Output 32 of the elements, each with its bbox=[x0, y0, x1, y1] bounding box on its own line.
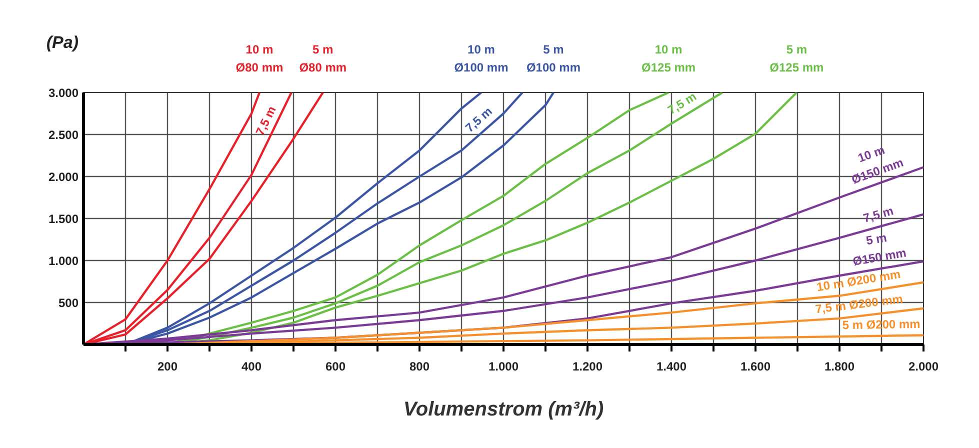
x-tick-label: 400 bbox=[241, 360, 262, 374]
x-tick-label: 200 bbox=[157, 360, 178, 374]
annotation: 5 m Ø125 mm bbox=[770, 42, 824, 74]
y-tick-label: 3.000 bbox=[48, 86, 79, 100]
annotation: 7,5 m bbox=[862, 204, 895, 226]
annotation: 7,5 m Ø200 mm bbox=[814, 292, 904, 316]
y-tick-label: 2.000 bbox=[48, 170, 79, 184]
annotation: 5 m Ø150 mm bbox=[852, 230, 908, 268]
annotation: 10 m Ø150 mm bbox=[850, 142, 906, 187]
annotation: 10 m Ø125 mm bbox=[642, 42, 696, 74]
annotation: 5 m Ø80 mm bbox=[299, 42, 347, 74]
x-tick-label: 600 bbox=[325, 360, 346, 374]
y-axis-title: (Pa) bbox=[46, 33, 79, 52]
y-tick-label: 1.500 bbox=[48, 212, 79, 226]
annotation: 10 m Ø200 mm bbox=[816, 266, 902, 294]
x-tick-label: 1.800 bbox=[824, 360, 855, 374]
x-tick-label: 1.000 bbox=[488, 360, 519, 374]
x-tick-label: 2.000 bbox=[908, 360, 939, 374]
y-tick-label: 2.500 bbox=[48, 128, 79, 142]
annotation: 7,5 m bbox=[462, 104, 495, 135]
y-tick-label: 500 bbox=[58, 296, 79, 310]
annotation: 5 m Ø100 mm bbox=[526, 42, 580, 74]
x-axis-title: Volumenstrom (m³/h) bbox=[403, 398, 604, 420]
x-tick-label: 1.400 bbox=[656, 360, 687, 374]
annotation: 7,5 m bbox=[665, 89, 699, 118]
annotation: 7,5 m bbox=[252, 104, 279, 138]
annotation: 10 m Ø100 mm bbox=[454, 42, 508, 74]
x-tick-label: 1.200 bbox=[572, 360, 603, 374]
x-tick-label: 1.600 bbox=[740, 360, 771, 374]
x-tick-label: 800 bbox=[409, 360, 430, 374]
y-tick-label: 1.000 bbox=[48, 254, 79, 268]
annotation: 10 m Ø80 mm bbox=[236, 42, 284, 74]
